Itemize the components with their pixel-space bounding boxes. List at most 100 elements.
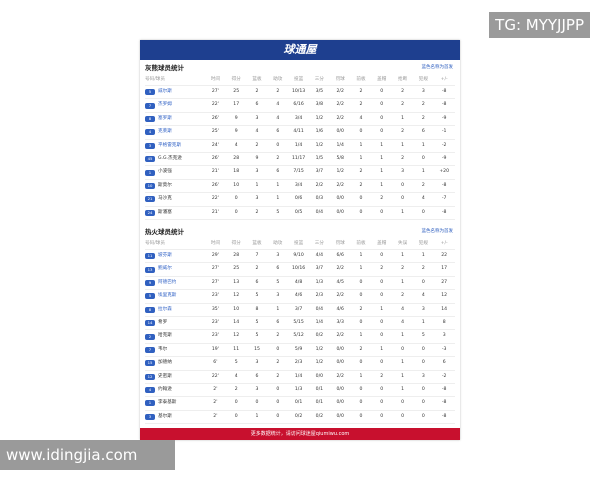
stat-cell: 8: [442, 319, 446, 325]
stat-cell: 10: [233, 182, 240, 188]
stat-cell: 7: [255, 253, 259, 258]
player-name[interactable]: 韦尔: [158, 346, 168, 352]
player-name[interactable]: 哈克斯: [158, 333, 172, 339]
player-name[interactable]: 斯莫尔: [158, 182, 172, 188]
player-name[interactable]: 克莱斯: [158, 129, 172, 135]
stat-cell: 1/3: [294, 386, 303, 392]
stat-cell: 1/6: [315, 129, 324, 135]
player-name[interactable]: 基尔斯: [158, 413, 172, 419]
stat-cell: 0: [359, 209, 363, 215]
stat-cell: 6: [255, 102, 259, 108]
stat-cell: 15: [254, 346, 260, 352]
stat-cell: 0: [380, 293, 384, 299]
player-cell: 24 斯潘塞: [145, 207, 205, 219]
stat-cell: 0: [234, 413, 238, 419]
stat-cell: 2: [401, 129, 405, 135]
stat-cell: 2/2: [336, 182, 344, 188]
stat-cell: 0: [421, 155, 425, 161]
player-cell: 10 斯莫尔: [145, 180, 205, 192]
player-name[interactable]: 阿德巴约: [158, 279, 177, 285]
stat-cell: 19': [211, 346, 219, 352]
stat-cell: 1: [401, 279, 405, 285]
stat-cell: 0: [276, 413, 280, 419]
stat-cell: 1: [380, 142, 384, 148]
stat-cell: 3: [421, 306, 425, 312]
header-row: 号码/球员 时间 得分 篮板 助攻 投篮 三分 罚球 前板 盖帽 抢断 犯规 +/-: [145, 74, 455, 86]
stat-cell: 2: [401, 102, 405, 108]
stat-cell: 6: [276, 169, 280, 175]
player-name[interactable]: 斯潘塞: [158, 209, 172, 215]
stat-cell: 4: [359, 115, 363, 121]
player-row: 10 斯莫尔 26' 10 1 1 3/4 2/2 2/2 2 1 0 2 -8: [145, 180, 455, 194]
stat-cell: 11/17: [291, 155, 306, 161]
stat-cell: 5: [255, 319, 259, 325]
player-name[interactable]: 平格雷克斯: [158, 142, 181, 148]
player-name[interactable]: 拉尔森: [158, 306, 172, 312]
stat-cell: -8: [441, 182, 447, 188]
stat-cell: 3: [276, 253, 280, 258]
stat-cell: 22': [211, 102, 219, 108]
stat-cell: 0: [276, 386, 280, 392]
column-header: 罚球: [335, 241, 345, 246]
player-cell: 15 加德纳: [145, 357, 205, 369]
team-title: 灰熊球员统计 蓝色名称为首发: [145, 64, 454, 72]
stat-cell: 2: [421, 266, 425, 272]
stat-cell: 2: [401, 266, 405, 272]
player-name[interactable]: 杰罗姆: [158, 102, 172, 108]
player-name[interactable]: 小波强: [158, 169, 172, 175]
stat-cell: 0: [255, 400, 259, 406]
player-row: 45 G.G.杰克逊 26' 28 9 2 11/17 1/5 5/8 1 1 2 0 -9: [145, 153, 455, 167]
stat-cell: 23': [211, 333, 219, 339]
starter-note[interactable]: 蓝色名称为首发: [421, 65, 454, 70]
player-name[interactable]: 加德纳: [158, 360, 172, 366]
stat-cell: 5: [421, 333, 425, 339]
player-name[interactable]: 约翰逊: [158, 386, 172, 392]
stat-cell: 11: [233, 346, 240, 352]
player-name[interactable]: 威尔斯: [158, 89, 172, 94]
stat-cell: 7/15: [293, 169, 304, 175]
player-name[interactable]: 史密斯: [158, 373, 172, 379]
stat-cell: 2: [401, 293, 405, 299]
player-name[interactable]: 鲍威尔: [158, 266, 172, 272]
stat-cell: 1: [421, 142, 425, 148]
stat-cell: 1/4: [294, 142, 303, 148]
stat-cell: 2/2: [336, 373, 344, 379]
stat-cell: 0: [380, 253, 384, 258]
footer[interactable]: 更多数据统计，请访问球迷屋qiumiwu.com: [140, 428, 460, 440]
player-name[interactable]: 坡芬斯: [158, 253, 172, 258]
stat-cell: 1/4: [294, 373, 303, 379]
stat-cell: 5: [276, 279, 280, 285]
starter-note[interactable]: 蓝色名称为首发: [421, 229, 454, 234]
player-name[interactable]: G.G.杰克逊: [158, 155, 182, 161]
column-header: 罚球: [335, 77, 345, 82]
stat-cell: 5/12: [293, 333, 304, 339]
stat-cell: 1/2: [315, 115, 324, 121]
player-name[interactable]: 埃里克斯: [158, 293, 177, 299]
player-cell: 2 哈克斯: [145, 330, 205, 342]
stat-cell: 3/7: [315, 169, 324, 175]
player-name[interactable]: 塞罗斯: [158, 115, 172, 121]
stat-cell: 2/2: [336, 102, 344, 108]
stat-cell: 0: [359, 386, 363, 392]
stat-cell: 0: [380, 115, 384, 121]
stat-cell: 1: [276, 196, 280, 202]
player-name[interactable]: 李泰基斯: [158, 400, 177, 406]
stat-cell: 2: [255, 89, 259, 94]
player-row: 13 鲍威尔 27' 25 2 6 10/16 3/7 2/2 1 2 2 2 17: [145, 263, 455, 277]
stat-cell: 1/2: [315, 142, 324, 148]
stat-cell: 0: [380, 360, 384, 366]
stat-cell: 3/8: [315, 102, 324, 108]
stat-cell: 0: [401, 413, 405, 419]
player-cell: 7 杰罗姆: [145, 99, 205, 111]
stat-cell: 2: [359, 169, 363, 175]
player-row: 1 小波强 21' 18 3 6 7/15 3/7 1/2 2 1 3 1 +20: [145, 166, 455, 180]
column-header: +/-: [440, 241, 448, 246]
jersey-number: 13: [145, 266, 155, 273]
player-row: 14 希罗 23' 14 5 6 5/15 1/4 3/3 0 0 4 1 8: [145, 317, 455, 331]
column-header: 前板: [356, 241, 366, 246]
player-name[interactable]: 希罗: [158, 319, 168, 325]
player-name[interactable]: 马沙克: [158, 196, 172, 202]
jersey-number: 7: [145, 102, 155, 109]
stat-cell: 4: [276, 115, 280, 121]
stat-cell: 0: [380, 319, 384, 325]
